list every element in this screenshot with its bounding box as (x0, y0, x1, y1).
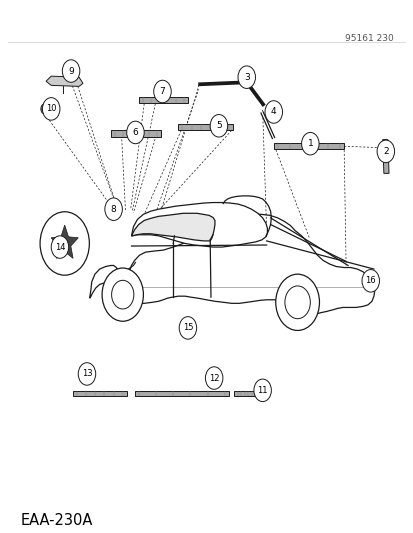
Text: 14: 14 (55, 243, 65, 252)
Text: 16: 16 (365, 276, 375, 285)
Text: 5: 5 (216, 122, 221, 130)
Text: 3: 3 (243, 72, 249, 82)
Text: 8: 8 (110, 205, 116, 214)
Circle shape (237, 66, 255, 88)
Circle shape (62, 60, 80, 82)
Text: 12: 12 (209, 374, 219, 383)
Text: 13: 13 (81, 369, 92, 378)
Circle shape (40, 212, 89, 275)
Text: 15: 15 (182, 324, 193, 333)
Circle shape (78, 362, 95, 385)
Polygon shape (51, 225, 78, 259)
Polygon shape (178, 124, 232, 131)
Text: 11: 11 (257, 386, 267, 395)
Polygon shape (90, 214, 374, 313)
Circle shape (41, 104, 49, 114)
Circle shape (43, 98, 60, 120)
Polygon shape (111, 131, 161, 136)
Circle shape (210, 115, 227, 137)
Circle shape (301, 132, 318, 155)
Polygon shape (46, 76, 83, 86)
Circle shape (126, 121, 144, 144)
Text: 95161 230: 95161 230 (344, 34, 393, 43)
Text: 10: 10 (46, 104, 56, 114)
Text: 1: 1 (307, 139, 313, 148)
Polygon shape (131, 213, 214, 241)
Text: 7: 7 (159, 87, 165, 96)
Polygon shape (233, 391, 259, 396)
Text: 6: 6 (132, 128, 138, 137)
Circle shape (179, 317, 196, 339)
Circle shape (102, 268, 143, 321)
Circle shape (112, 280, 133, 309)
Polygon shape (73, 391, 126, 396)
Circle shape (264, 101, 282, 123)
Circle shape (275, 274, 319, 330)
Circle shape (376, 140, 394, 163)
Circle shape (253, 379, 271, 401)
Text: 9: 9 (68, 67, 74, 76)
Circle shape (284, 286, 310, 319)
Circle shape (104, 198, 122, 221)
Polygon shape (382, 140, 388, 173)
Text: EAA-230A: EAA-230A (20, 513, 93, 528)
Circle shape (153, 80, 171, 103)
Polygon shape (273, 143, 343, 149)
Circle shape (51, 236, 69, 259)
Circle shape (205, 367, 222, 389)
Circle shape (361, 270, 379, 292)
Polygon shape (131, 203, 267, 247)
Polygon shape (134, 391, 228, 396)
Text: 4: 4 (270, 108, 276, 117)
Polygon shape (138, 97, 188, 103)
Text: 2: 2 (382, 147, 388, 156)
